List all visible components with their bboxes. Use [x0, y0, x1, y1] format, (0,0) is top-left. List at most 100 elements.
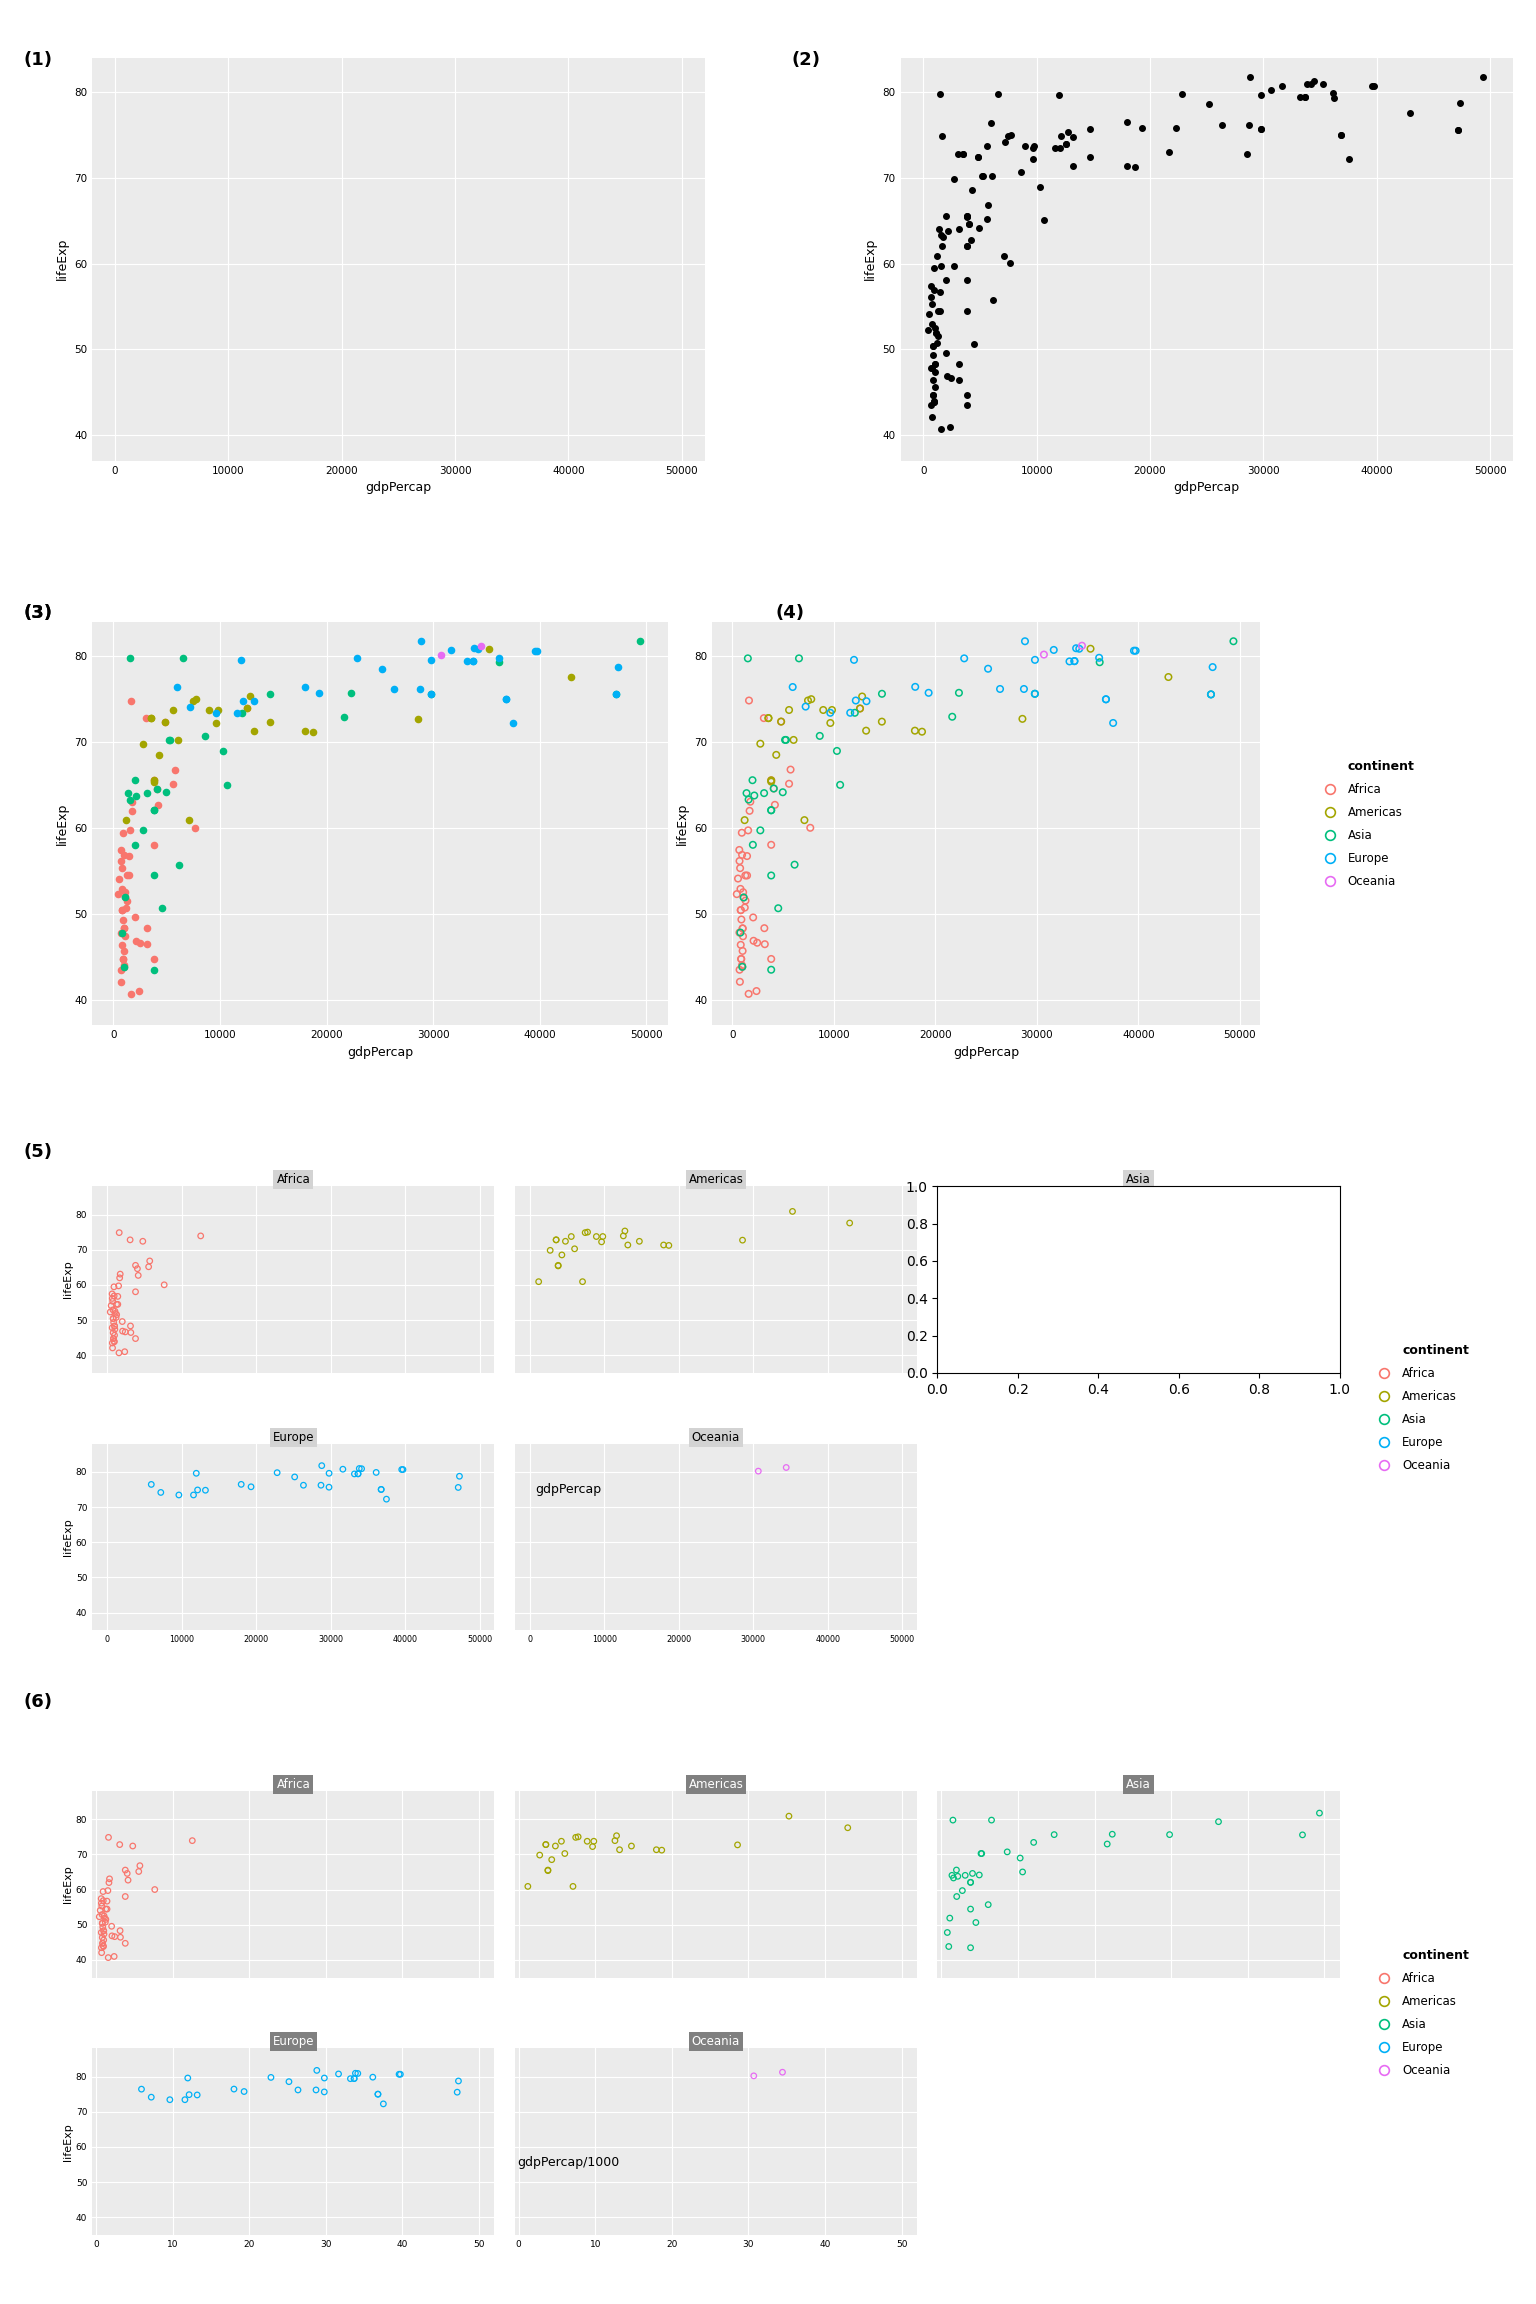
Point [127, 1848, 152, 1885]
Point [954, 376, 978, 412]
Point [919, 267, 943, 304]
Point [258, 675, 283, 712]
Point [100, 1276, 124, 1313]
Point [1012, 127, 1037, 164]
Point [123, 763, 147, 799]
Point [869, 703, 894, 740]
Point [590, 1219, 614, 1256]
Point [780, 668, 805, 705]
Point [1078, 138, 1103, 175]
Point [730, 947, 754, 984]
Point [978, 104, 1003, 141]
Point [1210, 106, 1235, 143]
Point [651, 1226, 676, 1263]
Point [948, 1295, 972, 1332]
Point [986, 1281, 1011, 1318]
Point [1060, 147, 1084, 184]
Point [730, 836, 754, 873]
Point [140, 700, 164, 737]
Point [304, 2071, 329, 2108]
Point [1238, 58, 1263, 94]
Point [756, 700, 780, 737]
Point [419, 675, 444, 712]
Point [109, 843, 134, 880]
Point [309, 1447, 333, 1484]
Point [836, 1809, 860, 1846]
Point [307, 675, 332, 712]
Point [493, 682, 518, 719]
Point [1398, 94, 1422, 131]
Point [920, 376, 945, 412]
Point [1106, 1212, 1130, 1249]
Point [1115, 104, 1140, 141]
Point [777, 765, 802, 802]
Point [89, 1896, 114, 1933]
Point [828, 767, 852, 804]
Point [1295, 65, 1319, 101]
Point [837, 1205, 862, 1242]
Point [759, 793, 783, 829]
Point [347, 1449, 372, 1486]
Point [101, 1293, 126, 1329]
Point [1018, 1249, 1043, 1286]
Point [343, 2060, 367, 2097]
Point [929, 118, 954, 154]
Y-axis label: lifeExp: lifeExp [55, 237, 69, 281]
Point [935, 212, 960, 249]
Point [141, 793, 166, 829]
Point [106, 1267, 131, 1304]
Point [157, 721, 181, 758]
Point [938, 359, 963, 396]
Point [923, 353, 948, 389]
Point [995, 118, 1020, 154]
Point [108, 1912, 132, 1949]
Point [969, 1834, 994, 1871]
Point [346, 1456, 370, 1493]
Point [960, 173, 985, 210]
Point [777, 691, 802, 728]
Point [94, 1903, 118, 1940]
Point [1209, 1198, 1233, 1235]
Point [114, 1313, 138, 1350]
Point [131, 1223, 155, 1260]
Point [1012, 670, 1037, 707]
Point [112, 1334, 137, 1371]
Point [243, 682, 267, 719]
Point [103, 1309, 127, 1346]
Point [461, 643, 485, 680]
Point [1064, 629, 1089, 666]
Point [759, 952, 783, 988]
Point [960, 1855, 985, 1892]
Y-axis label: lifeExp: lifeExp [63, 2122, 74, 2161]
Point [144, 770, 169, 806]
Point [925, 293, 949, 329]
Point [969, 1325, 994, 1362]
Point [751, 774, 776, 811]
Point [112, 873, 137, 910]
Point [88, 1892, 112, 1928]
Point [762, 770, 786, 806]
Point [161, 691, 186, 728]
Point [1057, 643, 1081, 680]
Point [177, 2076, 201, 2113]
Title: Americas: Americas [688, 1173, 743, 1187]
Point [1094, 682, 1118, 719]
Point [740, 899, 765, 935]
Text: (1): (1) [23, 51, 52, 69]
Point [134, 700, 158, 737]
Point [114, 1852, 138, 1889]
Point [951, 1873, 975, 1910]
Point [118, 811, 143, 848]
Point [1031, 203, 1055, 240]
Point [141, 763, 166, 799]
Point [95, 1892, 120, 1928]
Point [1470, 58, 1495, 94]
Point [141, 793, 166, 829]
Point [736, 641, 760, 677]
Point [730, 940, 754, 977]
Point [1061, 643, 1086, 680]
Point [843, 694, 868, 730]
Point [1054, 127, 1078, 164]
Point [854, 712, 879, 749]
Point [849, 677, 874, 714]
